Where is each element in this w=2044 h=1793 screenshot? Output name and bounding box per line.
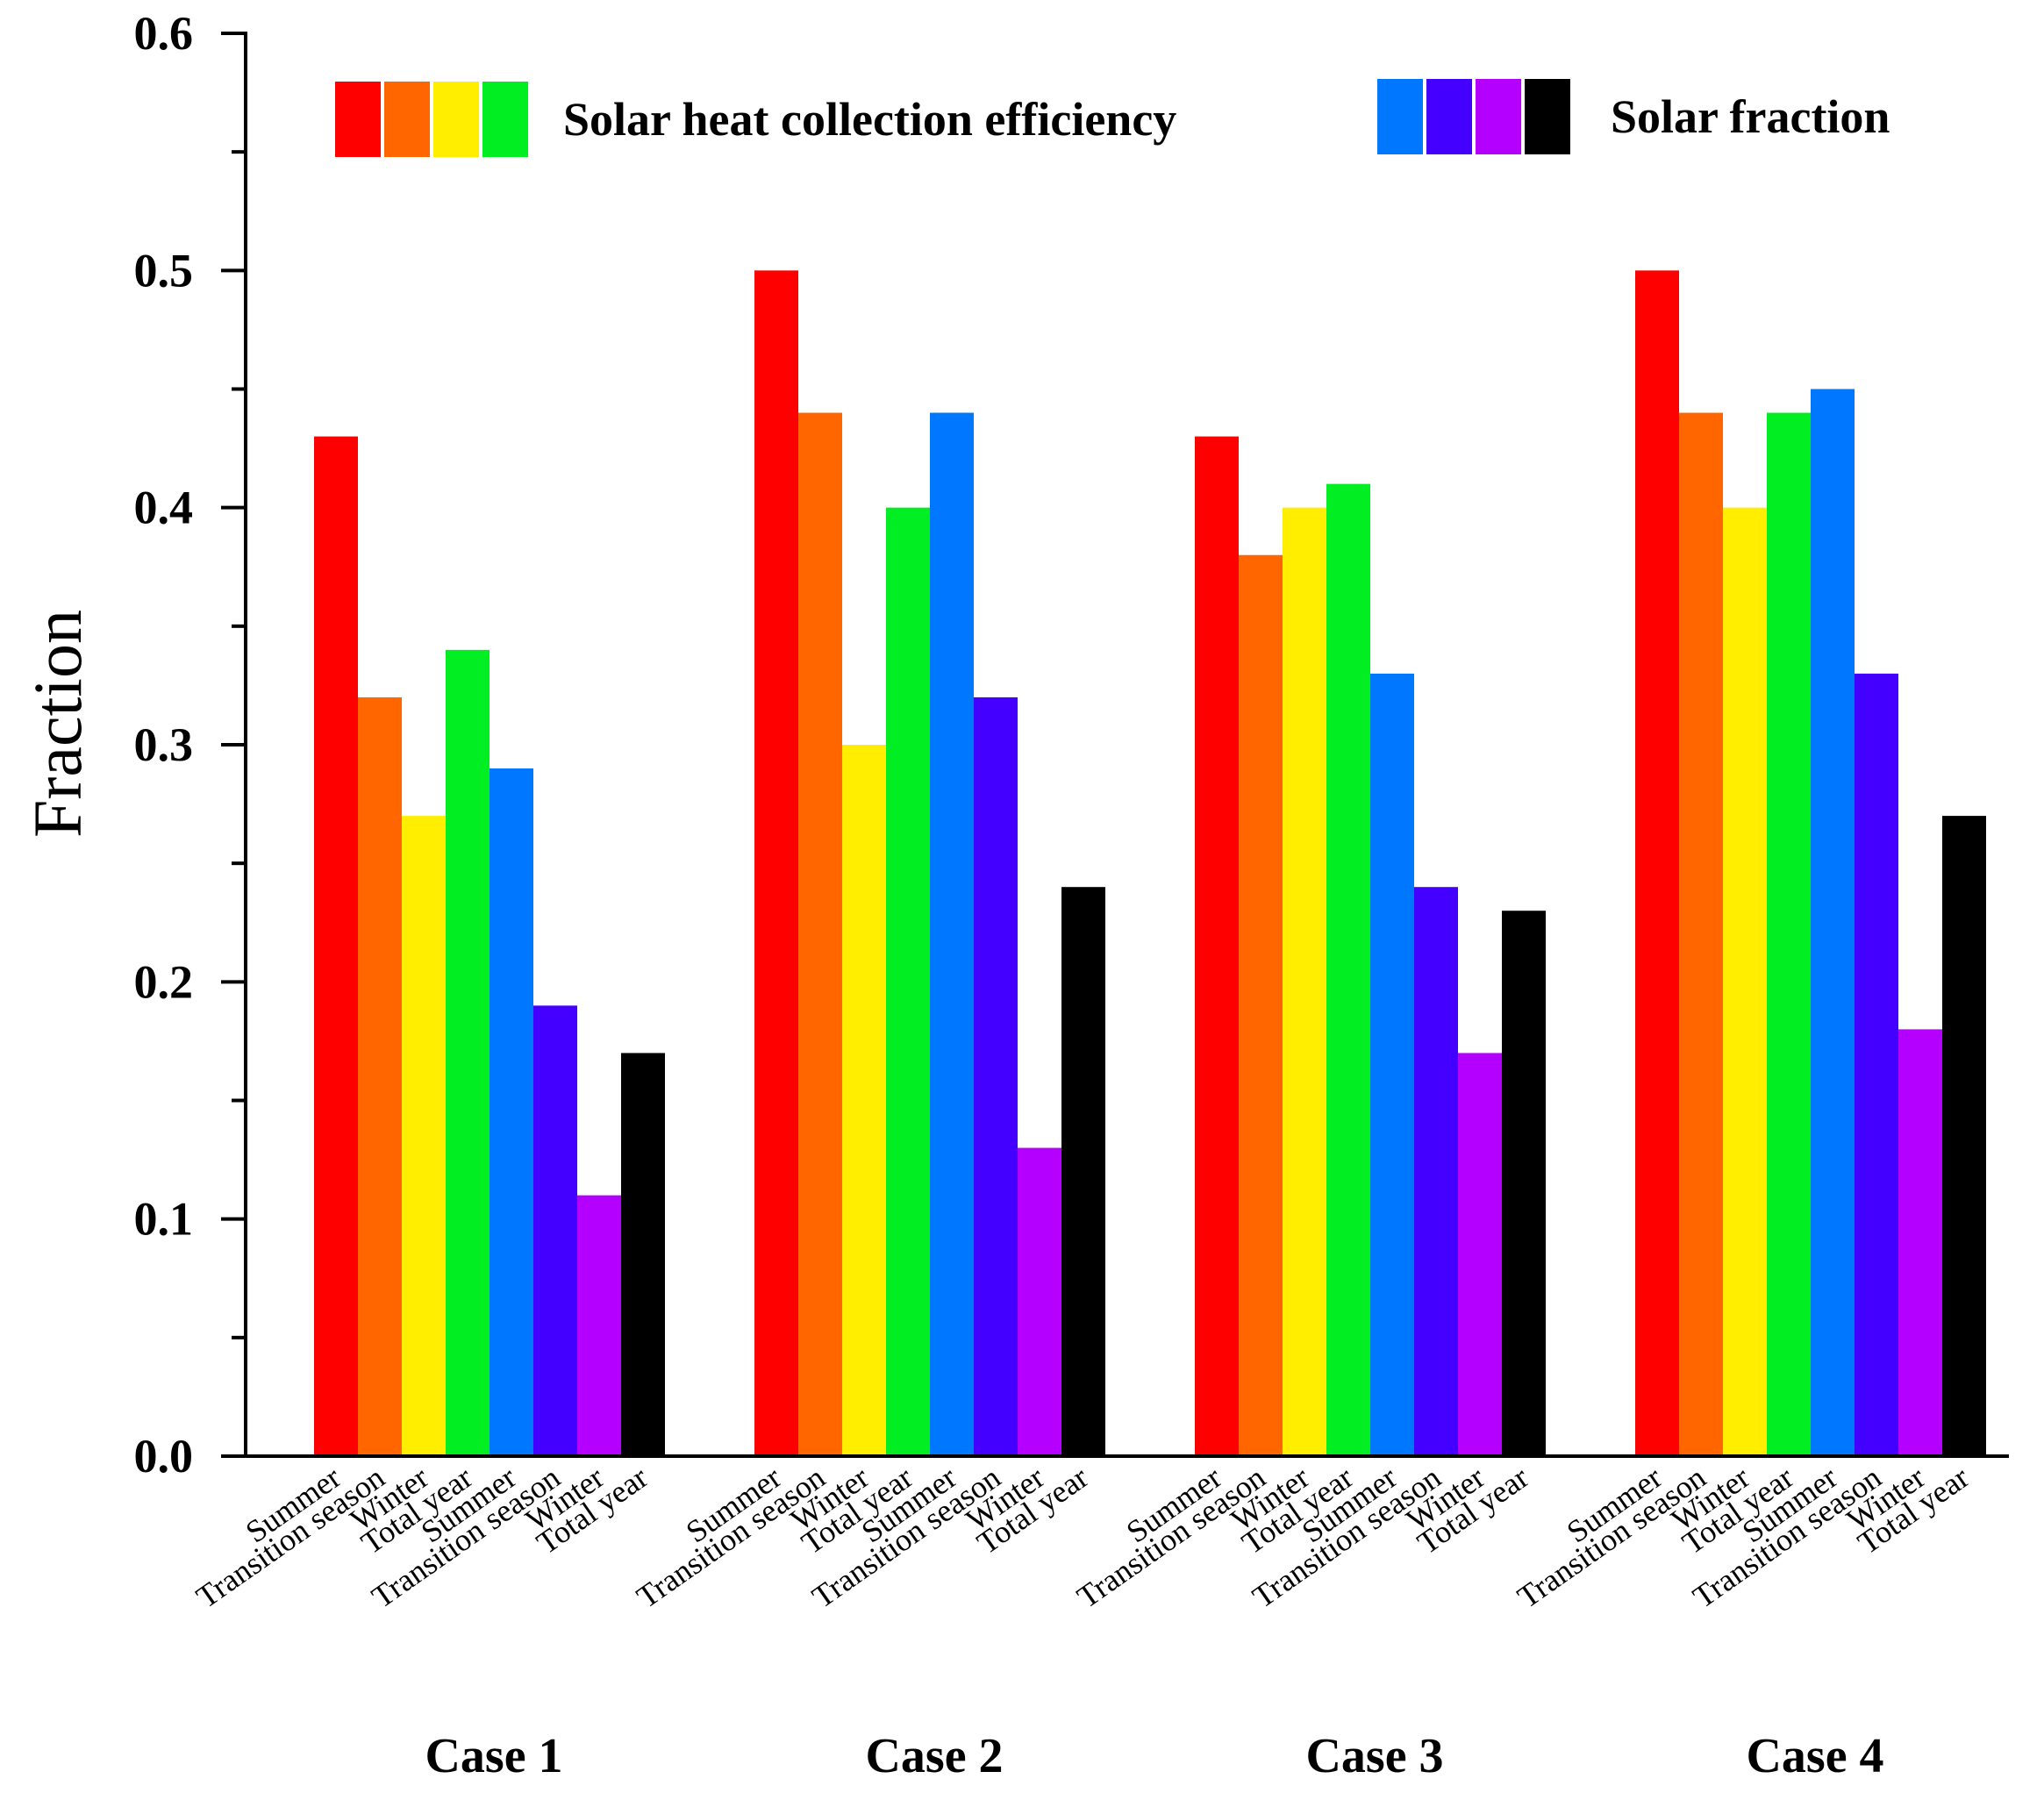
bar-case-4-5 [1855,673,1898,1456]
bar-case-3-4 [1370,673,1414,1456]
bar-case-3-1 [1239,554,1283,1456]
legend-swatch [482,82,528,157]
legend-swatch [1525,79,1570,154]
legend-entry-label: Solar heat collection efficiency [563,93,1176,146]
bar-case-2-6 [1018,1147,1061,1456]
bar-case-1-5 [533,1005,577,1456]
bar-case-2-3 [886,507,930,1456]
bar-case-3-2 [1283,507,1326,1456]
y-tick-label: 0.6 [134,7,194,60]
bar-case-3-7 [1502,911,1546,1456]
legend-swatch [335,82,381,157]
y-axis-label: Fraction [19,610,96,838]
group-label-2: Case 2 [865,1729,1003,1783]
y-tick-label: 0.1 [134,1193,194,1246]
bar-case-2-5 [974,696,1018,1456]
bar-case-4-1 [1679,412,1723,1456]
bar-case-4-3 [1767,412,1811,1456]
y-tick-label: 0.5 [134,244,194,296]
bar-case-1-1 [358,696,402,1456]
bar-case-1-0 [314,436,358,1457]
group-label-1: Case 1 [425,1729,562,1783]
bar-case-1-4 [490,768,533,1456]
bars-layer [314,270,1986,1457]
bar-case-4-4 [1811,389,1855,1456]
bar-case-1-6 [577,1195,621,1456]
bar-case-1-3 [446,649,490,1456]
bar-case-4-0 [1635,270,1679,1456]
bar-case-2-7 [1061,887,1105,1456]
y-tick-label: 0.0 [134,1430,194,1482]
legend-swatch [433,82,479,157]
legend-entry-label: Solar fraction [1611,90,1890,143]
bar-case-3-3 [1326,483,1370,1457]
bar-case-2-1 [798,412,842,1456]
bar-case-3-6 [1458,1053,1502,1456]
bar-case-3-0 [1195,436,1239,1457]
group-label-4: Case 4 [1746,1729,1883,1783]
y-tick-label: 0.3 [134,718,194,771]
legend: Solar heat collection efficiency Solar fr… [335,79,1890,157]
bar-case-4-2 [1723,507,1767,1456]
axes-layer [221,32,2009,1458]
bar-case-4-7 [1942,816,1986,1456]
bar-case-1-7 [621,1053,665,1456]
bar-case-2-2 [842,745,886,1456]
bar-case-1-2 [402,816,446,1456]
bar-case-2-0 [754,270,798,1456]
legend-swatch [1426,79,1472,154]
y-tick-label: 0.2 [134,955,194,1008]
legend-swatch [1377,79,1423,154]
group-label-3: Case 3 [1305,1729,1443,1783]
bar-case-3-5 [1414,887,1458,1456]
legend-swatch [384,82,430,157]
legend-swatch [1476,79,1521,154]
y-tick-label: 0.4 [134,482,194,534]
bar-case-2-4 [930,412,974,1456]
bar-case-4-6 [1898,1029,1942,1456]
